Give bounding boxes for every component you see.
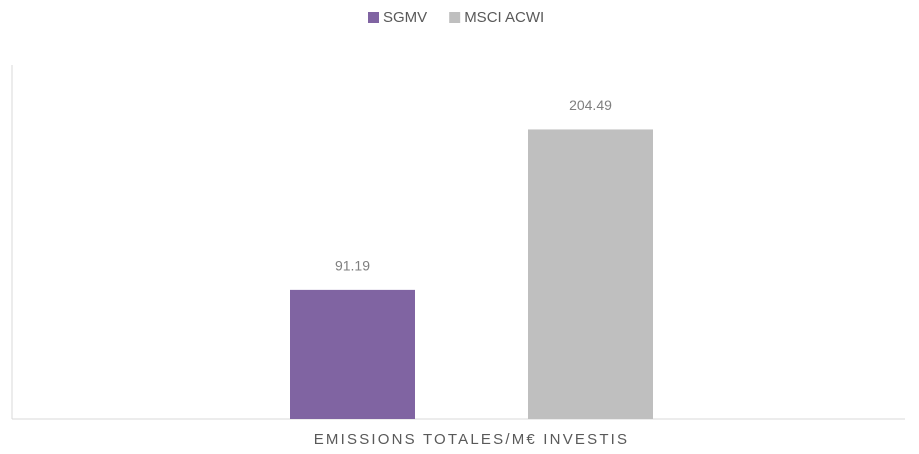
legend-label: SGMV: [383, 9, 427, 26]
legend-swatch: [449, 12, 461, 23]
bar: [290, 289, 415, 419]
legend-swatch: [368, 12, 379, 23]
legend-label: MSCI ACWI: [464, 9, 544, 26]
value-label: 204.49: [569, 97, 612, 113]
value-label: 91.19: [335, 258, 370, 274]
x-tick-label: EMISSIONS TOTALES/M€ INVESTIS: [314, 431, 630, 448]
bar: [528, 129, 653, 420]
